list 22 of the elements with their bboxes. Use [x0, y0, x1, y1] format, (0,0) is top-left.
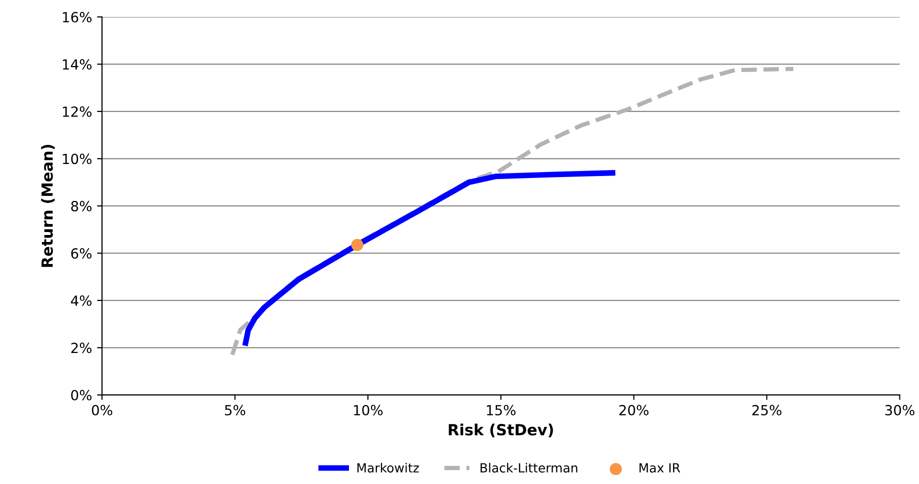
- x-tick-label: 20%: [619, 404, 648, 416]
- x-tick-label: 10%: [354, 404, 383, 416]
- legend-label: Markowitz: [357, 462, 419, 473]
- y-tick-label: 12%: [62, 106, 92, 117]
- x-tick-label: 5%: [225, 404, 246, 416]
- x-tick-label: 25%: [752, 404, 782, 416]
- y-tick-label: 6%: [71, 248, 92, 259]
- y-tick-label: 8%: [71, 200, 92, 212]
- legend-label: Black-Litterman: [480, 462, 578, 473]
- y-tick-label: 14%: [62, 59, 92, 70]
- line-series: [230, 66, 796, 357]
- x-tick-label: 0%: [92, 404, 112, 416]
- y-tick-label: 16%: [62, 12, 92, 22]
- legend-label: Max IR: [640, 463, 680, 473]
- y-tick-label: 10%: [62, 154, 92, 164]
- y-tick-label: 2%: [71, 342, 92, 354]
- x-tick-label: 30%: [885, 404, 914, 416]
- x-axis-title: Risk (StDev): [448, 424, 553, 438]
- x-tick-label: 15%: [486, 404, 516, 416]
- y-tick-label: 0%: [71, 390, 92, 400]
- y-tick-label: 4%: [70, 295, 92, 306]
- y-axis-title: Return (Mean): [41, 144, 55, 267]
